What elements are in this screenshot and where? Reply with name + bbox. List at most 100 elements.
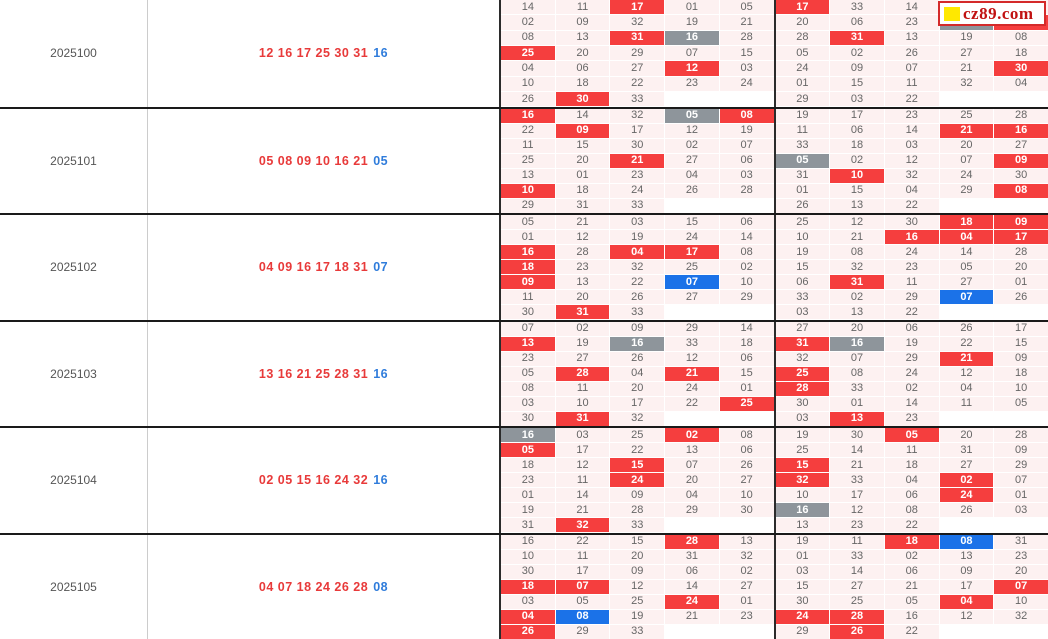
number-cell: 15 [994,336,1048,351]
number-cell: 12 [555,458,610,473]
number-cell: 22 [939,336,994,351]
blue-ball: 16 [373,366,389,381]
number-cell: 09 [610,564,665,579]
number-cell: 29 [610,46,665,61]
number-cell: 33 [610,92,665,107]
number-cell: 10 [501,183,555,198]
number-cell: 08 [830,245,884,260]
number-cell: 06 [719,153,774,168]
number-cell: 07 [665,458,719,473]
number-cell: 33 [775,138,830,153]
number-cell: 31 [775,336,830,351]
number-cell: 04 [665,168,719,183]
number-cell: 22 [665,396,719,411]
number-cell: 33 [610,305,665,320]
number-cell: 18 [830,138,884,153]
number-cell: 19 [939,30,994,46]
number-cell: 01 [501,230,555,245]
number-cell: 13 [555,30,610,46]
number-cell: 20 [555,290,610,305]
number-cell: 18 [994,366,1048,381]
number-cell: 08 [994,183,1048,198]
number-cell: 12 [830,215,884,230]
number-cell: 08 [994,30,1048,46]
number-cell: 27 [719,579,774,594]
number-cell: 26 [501,624,555,639]
number-cell: 32 [994,609,1048,624]
red-balls: 04 07 18 24 26 28 [258,579,369,594]
number-cell: 09 [555,123,610,138]
number-cell: 07 [994,473,1048,488]
site-logo[interactable]: cz89.com [938,1,1046,26]
number-cell: 16 [501,245,555,260]
number-cell: 06 [830,15,884,30]
number-cell: 16 [501,534,555,549]
number-cell: 31 [665,549,719,564]
number-cell: 09 [555,15,610,30]
number-cell: 08 [884,503,939,518]
number-cell: 07 [994,579,1048,594]
number-cell: 32 [884,168,939,183]
number-cell: 16 [665,30,719,46]
number-cell: 13 [555,275,610,290]
number-cell: 06 [719,351,774,366]
grid-right-half: 25 12 30 18 09 10 21 16 04 17 19 08 24 14 28 15 32 23 05 20… [775,215,1048,320]
number-cell [939,518,994,533]
number-cell: 13 [939,549,994,564]
number-cell: 02 [830,290,884,305]
grid-left-half: 14 11 17 01 05 02 09 32 19 21 08 13 31 16 28 25 20 29 07 15… [501,0,776,107]
number-cell: 15 [610,534,665,549]
number-cell: 11 [939,396,994,411]
number-cell: 10 [501,76,555,92]
number-cell: 03 [775,305,830,320]
number-cell: 22 [884,92,939,107]
number-cell: 21 [665,609,719,624]
number-cell: 12 [939,609,994,624]
number-cell: 21 [555,503,610,518]
period-label: 2025104 [0,428,148,533]
number-cell: 01 [775,183,830,198]
number-cell: 02 [555,321,610,336]
number-cell: 16 [830,336,884,351]
number-cell: 17 [994,321,1048,336]
number-cell: 18 [555,183,610,198]
number-cell: 31 [501,518,555,533]
number-cell: 33 [665,336,719,351]
number-cell: 13 [830,305,884,320]
number-cell: 14 [830,564,884,579]
winning-numbers: 13 16 21 25 28 31 16 [148,322,499,427]
number-cell: 17 [939,579,994,594]
period-label: 2025105 [0,534,148,639]
number-cell: 05 [501,443,555,458]
number-cell: 14 [884,0,939,15]
number-cell: 25 [939,108,994,123]
number-cell: 28 [775,381,830,396]
number-cell: 29 [665,503,719,518]
number-cell: 03 [775,564,830,579]
number-cell: 07 [884,61,939,76]
number-cell: 14 [555,488,610,503]
number-cell: 14 [884,123,939,138]
number-cell: 01 [719,594,774,609]
number-cell [994,92,1048,107]
grid-left-half: 16 03 25 02 08 05 17 22 13 06 18 12 15 07 26 23 11 24 20 27… [501,428,776,533]
logo-yellow-square-icon [944,6,960,21]
number-cell: 17 [555,564,610,579]
number-cell: 06 [775,275,830,290]
number-cell: 25 [610,594,665,609]
number-cell: 30 [610,138,665,153]
number-cell: 19 [665,15,719,30]
number-cell: 24 [884,245,939,260]
number-cell: 28 [994,428,1048,443]
number-cell: 28 [830,609,884,624]
number-cell: 30 [719,503,774,518]
number-cell: 13 [501,336,555,351]
number-cell: 17 [610,0,665,15]
number-cell: 02 [665,428,719,443]
number-cell: 09 [610,488,665,503]
winning-numbers: 12 16 17 25 30 31 16 [148,0,499,107]
number-cell: 31 [830,275,884,290]
number-cell: 21 [830,458,884,473]
number-cell: 17 [610,396,665,411]
number-cell: 04 [501,61,555,76]
